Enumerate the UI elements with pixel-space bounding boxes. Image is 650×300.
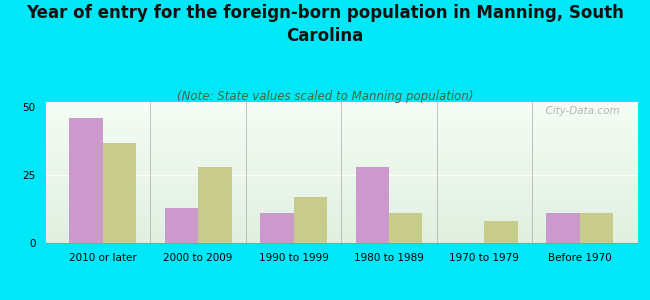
Bar: [294, 197, 327, 243]
Bar: [260, 213, 294, 243]
Text: City-Data.com: City-Data.com: [539, 106, 619, 116]
Text: Year of entry for the foreign-born population in Manning, South
Carolina: Year of entry for the foreign-born popul…: [26, 4, 624, 45]
Bar: [484, 221, 518, 243]
Text: (Note: State values scaled to Manning population): (Note: State values scaled to Manning po…: [177, 90, 473, 103]
Bar: [198, 167, 231, 243]
Bar: [103, 143, 136, 243]
Legend: Manning, South Carolina: Manning, South Carolina: [236, 296, 447, 300]
Bar: [547, 213, 580, 243]
Bar: [580, 213, 613, 243]
Bar: [389, 213, 422, 243]
Bar: [356, 167, 389, 243]
Bar: [70, 118, 103, 243]
Bar: [164, 208, 198, 243]
